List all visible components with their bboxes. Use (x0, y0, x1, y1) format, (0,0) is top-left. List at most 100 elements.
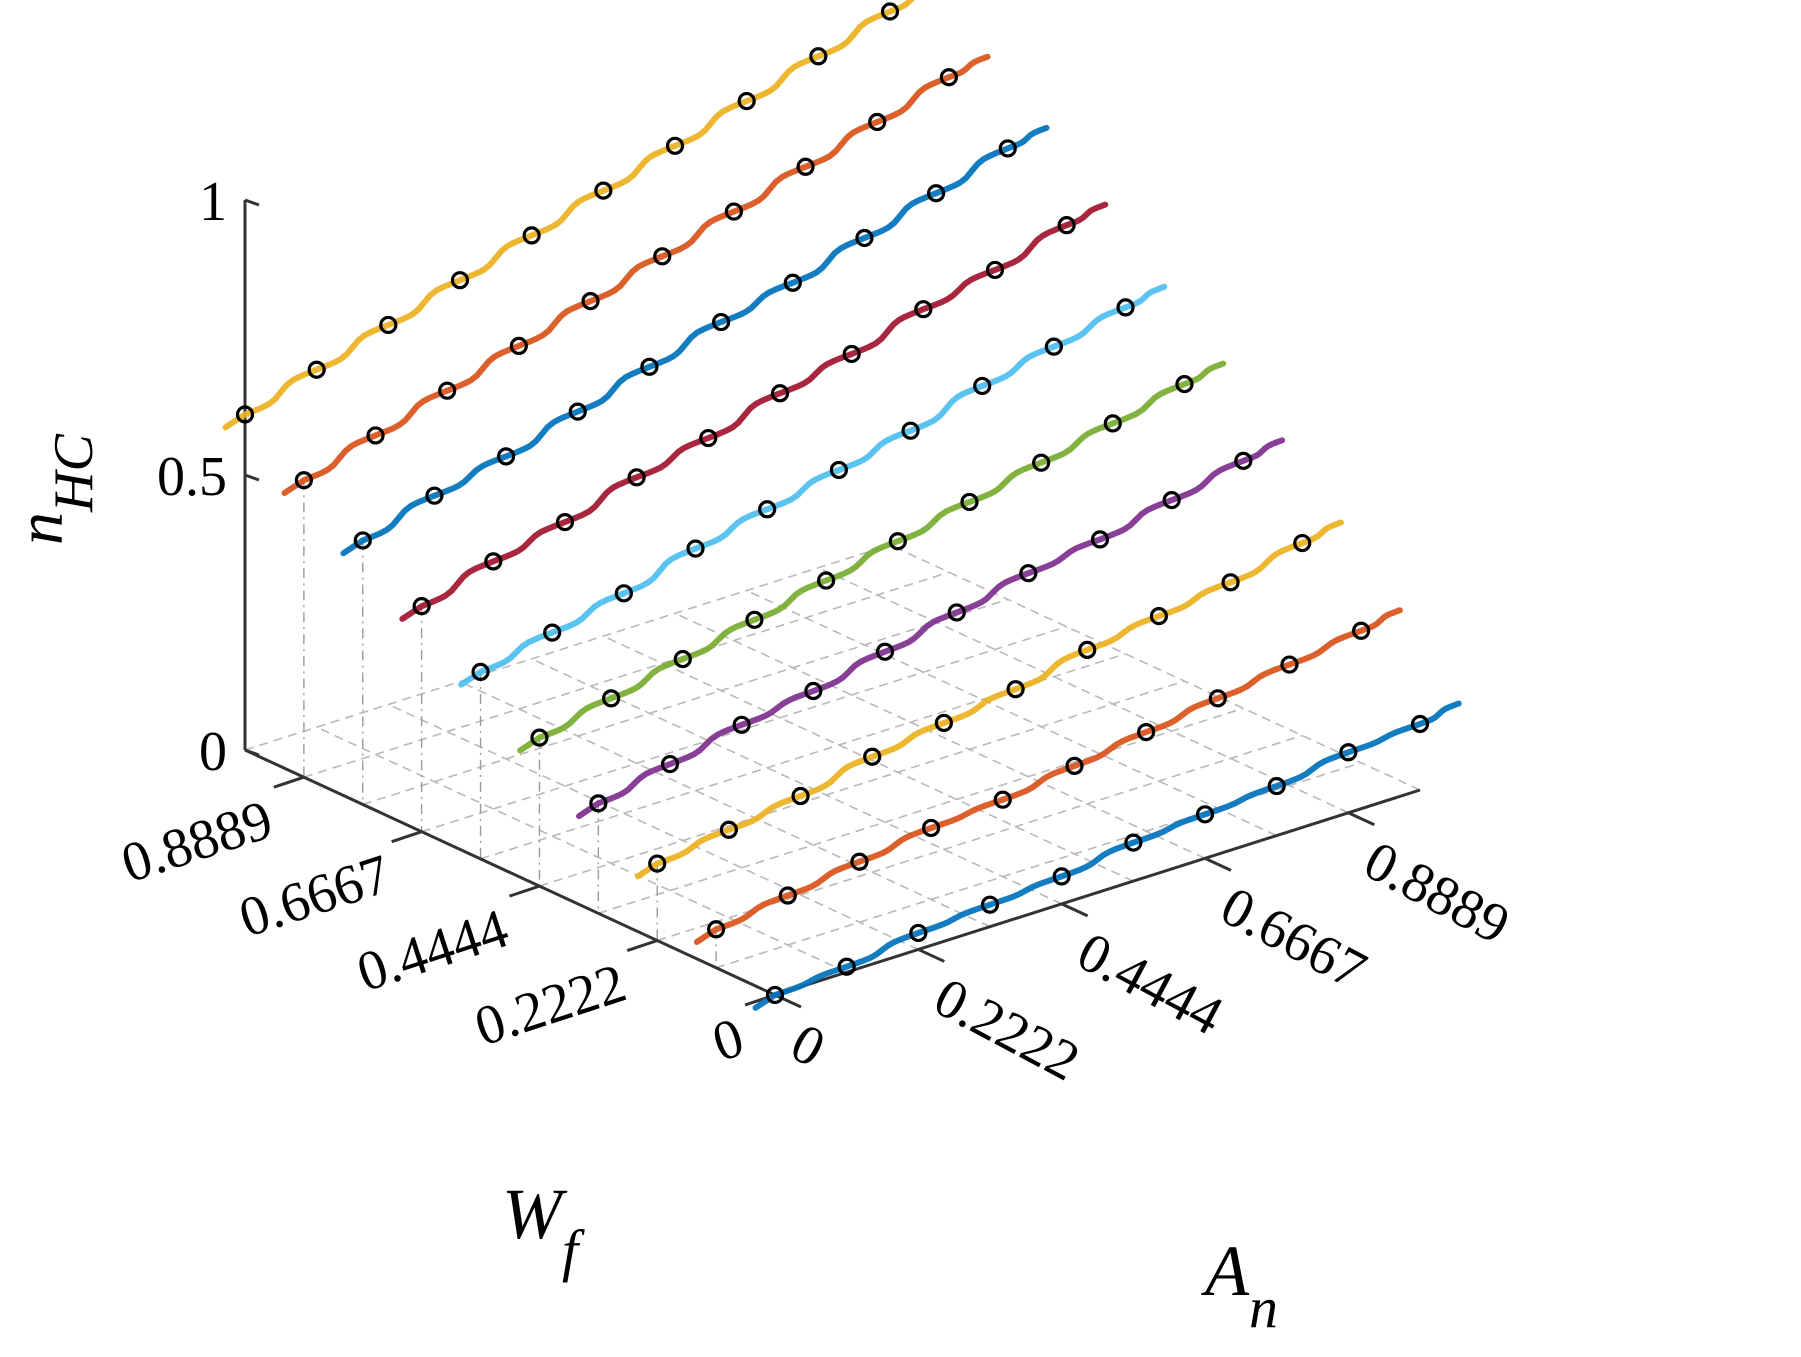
data-point-marker (927, 184, 946, 203)
data-point-marker (627, 468, 646, 487)
floor-gridline-a (459, 680, 991, 928)
data-point-marker (235, 405, 255, 424)
data-point-marker (737, 91, 756, 111)
a-tick-label: 0.4444 (1068, 921, 1233, 1048)
floor-gridline-w (539, 680, 1185, 887)
data-point-marker (1410, 714, 1430, 734)
series-line (693, 607, 1403, 945)
series-line (517, 360, 1227, 754)
z-axis-label: nHC (4, 434, 105, 545)
w-tick-label: 0.6667 (232, 843, 398, 950)
data-point-marker (809, 47, 828, 66)
data-point-marker (880, 2, 900, 21)
w-tick-label: 0 (705, 1006, 751, 1074)
data-point-marker (1149, 607, 1169, 626)
data-point-marker (745, 610, 764, 629)
z-axis-label-main: n (4, 512, 77, 545)
data-point-marker (980, 895, 1000, 914)
w-axis-label-sub: f (562, 1218, 585, 1283)
data-point-marker (829, 460, 848, 480)
data-point-marker (1352, 621, 1371, 640)
data-point-marker (1267, 776, 1286, 796)
floor-gridline-a (387, 703, 919, 951)
data-point-marker (914, 300, 933, 319)
data-point-marker (1057, 216, 1076, 235)
data-point-marker (1090, 530, 1110, 549)
z-tick-mark (244, 748, 260, 757)
floor-gridline-a (889, 544, 1421, 791)
z-tick-label: 0 (199, 721, 227, 783)
data-point-marker (555, 513, 575, 532)
data-point-marker (921, 818, 941, 838)
data-point-marker (484, 552, 503, 571)
data-point-marker (1162, 491, 1181, 510)
w-tick-mark (508, 884, 540, 898)
z-tick-mark (244, 198, 260, 207)
data-point-marker (509, 336, 528, 355)
data-point-marker (522, 226, 541, 245)
w-tick-label: 0.2222 (468, 952, 634, 1059)
floor-gridline-w (303, 571, 950, 778)
data-point-marker (1175, 375, 1194, 394)
data-point-marker (653, 247, 672, 266)
data-point-marker (496, 447, 516, 466)
series-line (399, 201, 1109, 622)
data-point-marker (438, 381, 457, 400)
data-point-marker (1019, 564, 1038, 583)
data-point-marker (1280, 655, 1299, 674)
series-line (340, 124, 1050, 557)
data-point-marker (770, 384, 790, 403)
data-point-marker (640, 357, 659, 376)
data-point-marker (909, 923, 928, 943)
data-point-marker (888, 532, 907, 551)
data-point-marker (366, 426, 385, 445)
floor-gridline-a (817, 567, 1349, 814)
data-point-marker (1221, 573, 1240, 592)
data-point-marker (1208, 689, 1227, 708)
z-tick-mark (244, 473, 260, 482)
data-point-marker (568, 402, 587, 421)
data-point-marker (1234, 451, 1253, 470)
floor-gridline-a (674, 612, 1206, 860)
a-tick-mark (1347, 811, 1375, 827)
data-point-marker (1116, 298, 1135, 317)
data-point-marker (993, 790, 1012, 809)
a-tick-mark (1061, 902, 1089, 918)
series-line (458, 283, 1168, 688)
series-line (222, 0, 916, 431)
w-tick-mark (626, 939, 658, 952)
a-axis-label-sub: n (1249, 1275, 1278, 1340)
data-point-marker (450, 271, 470, 290)
w-tick-mark (391, 830, 423, 844)
data-point-marker (1103, 414, 1122, 433)
w-axis-line (244, 748, 776, 997)
data-point-marker (985, 260, 1005, 280)
data-point-marker (594, 181, 613, 200)
series-layer (222, 0, 1462, 1011)
a-axis-label-main: A (1201, 1231, 1250, 1311)
data-point-marker (817, 571, 836, 590)
floor-gridline-w (244, 544, 891, 751)
data-point-marker (712, 312, 731, 332)
data-point-marker (1124, 833, 1143, 852)
data-point-marker (960, 492, 979, 512)
w-tick-label: 0.4444 (350, 898, 516, 1005)
floor-gridline-a (316, 726, 848, 973)
data-point-marker (778, 886, 797, 905)
series-line (634, 519, 1344, 880)
data-point-marker (1052, 867, 1071, 886)
data-point-marker (863, 747, 882, 766)
data-point-marker (665, 136, 685, 155)
a-axis-line (774, 788, 1421, 997)
data-point-marker (471, 662, 490, 681)
a-tick-label: 0 (781, 1012, 835, 1080)
data-point-marker (855, 228, 874, 248)
series-line (576, 437, 1286, 820)
data-point-marker (1339, 743, 1358, 762)
series-line (752, 700, 1462, 1011)
data-point-marker (589, 794, 608, 813)
floor-gridline-w (598, 707, 1244, 915)
z-tick-label: 1 (199, 171, 227, 233)
